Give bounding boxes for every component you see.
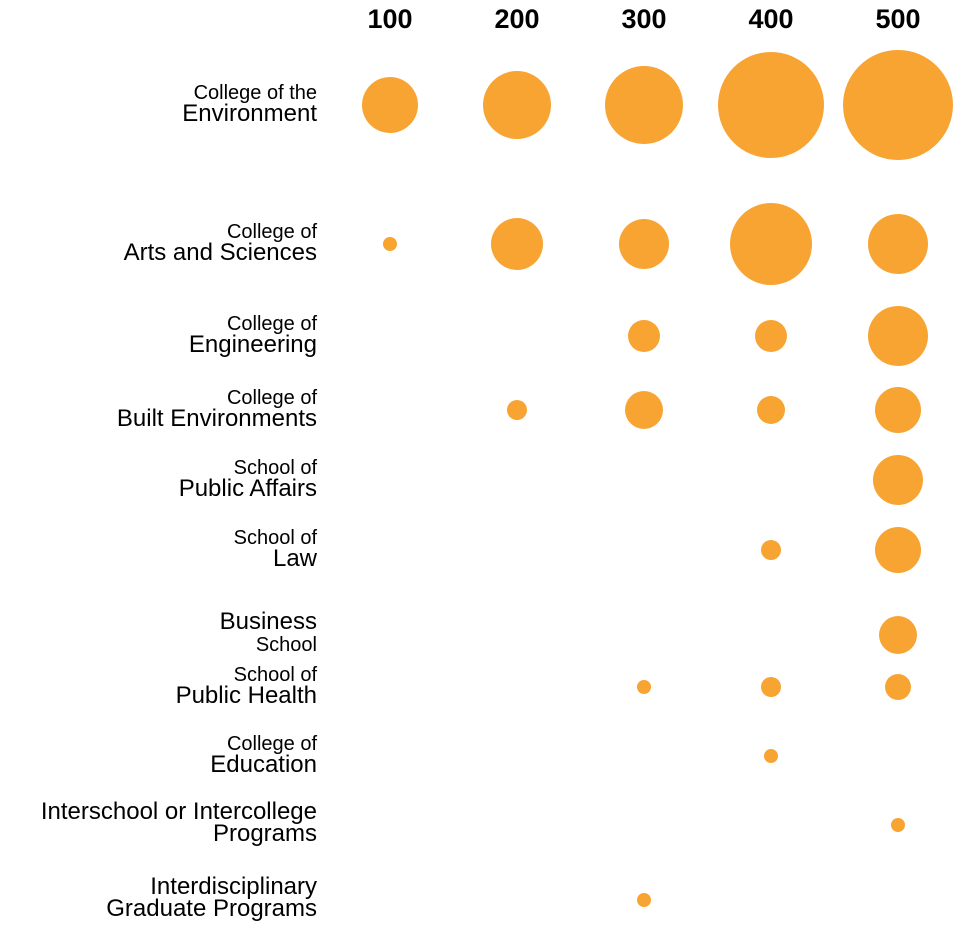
row-label-line2: School: [256, 634, 317, 656]
column-label-400: 400: [748, 4, 793, 34]
row-label-line2: Arts and Sciences: [124, 239, 317, 266]
row-label-line1: College of: [227, 221, 318, 243]
bubble-500: [868, 214, 928, 274]
row-label-line2: Engineering: [189, 331, 317, 358]
column-label-500: 500: [875, 4, 920, 34]
bubble-500: [891, 818, 905, 832]
bubble-100: [362, 77, 418, 133]
row-label-line1: School of: [234, 527, 318, 549]
bubble-500: [875, 527, 921, 573]
bubble-400: [757, 396, 785, 424]
row-label-line2: Law: [273, 545, 318, 572]
bubble-500: [873, 455, 923, 505]
bubble-400: [730, 203, 812, 285]
bubble-400: [761, 677, 781, 697]
bubble-200: [483, 71, 551, 139]
column-label-300: 300: [621, 4, 666, 34]
row-label-line1: College of the: [194, 82, 317, 104]
bubble-400: [718, 52, 824, 158]
row-label-line1: College of: [227, 313, 318, 335]
row-label-line1: College of: [227, 387, 318, 409]
row-label-line1: College of: [227, 733, 318, 755]
row-label-line1: School of: [234, 457, 318, 479]
bubble-500: [868, 306, 928, 366]
bubble-100: [383, 237, 397, 251]
row-label-line1: Interdisciplinary: [150, 873, 317, 900]
bubble-300: [628, 320, 660, 352]
row-label-line2: Graduate Programs: [106, 895, 317, 922]
bubble-300: [605, 66, 683, 144]
bubble-200: [491, 218, 543, 270]
bubble-400: [755, 320, 787, 352]
bubble-500: [885, 674, 911, 700]
row-label-line2: Education: [210, 751, 317, 778]
bubble-500: [875, 387, 921, 433]
column-label-200: 200: [494, 4, 539, 34]
row-label-line2: Programs: [213, 820, 317, 847]
row-label-line2: Built Environments: [117, 405, 317, 432]
row-label-line2: Public Health: [176, 682, 317, 709]
row-label-line2: Public Affairs: [179, 475, 317, 502]
bubble-300: [637, 680, 651, 694]
bubble-300: [619, 219, 669, 269]
bubble-300: [625, 391, 663, 429]
bubble-300: [637, 893, 651, 907]
row-label-line1: Business: [220, 608, 317, 635]
bubble-200: [507, 400, 527, 420]
row-label-line2: Environment: [182, 100, 317, 127]
row-label-line1: Interschool or Intercollege: [41, 798, 317, 825]
row-label-line1: School of: [234, 664, 318, 686]
bubble-400: [764, 749, 778, 763]
bubble-400: [761, 540, 781, 560]
bubble-500: [879, 616, 917, 654]
column-label-100: 100: [367, 4, 412, 34]
bubble-500: [843, 50, 953, 160]
